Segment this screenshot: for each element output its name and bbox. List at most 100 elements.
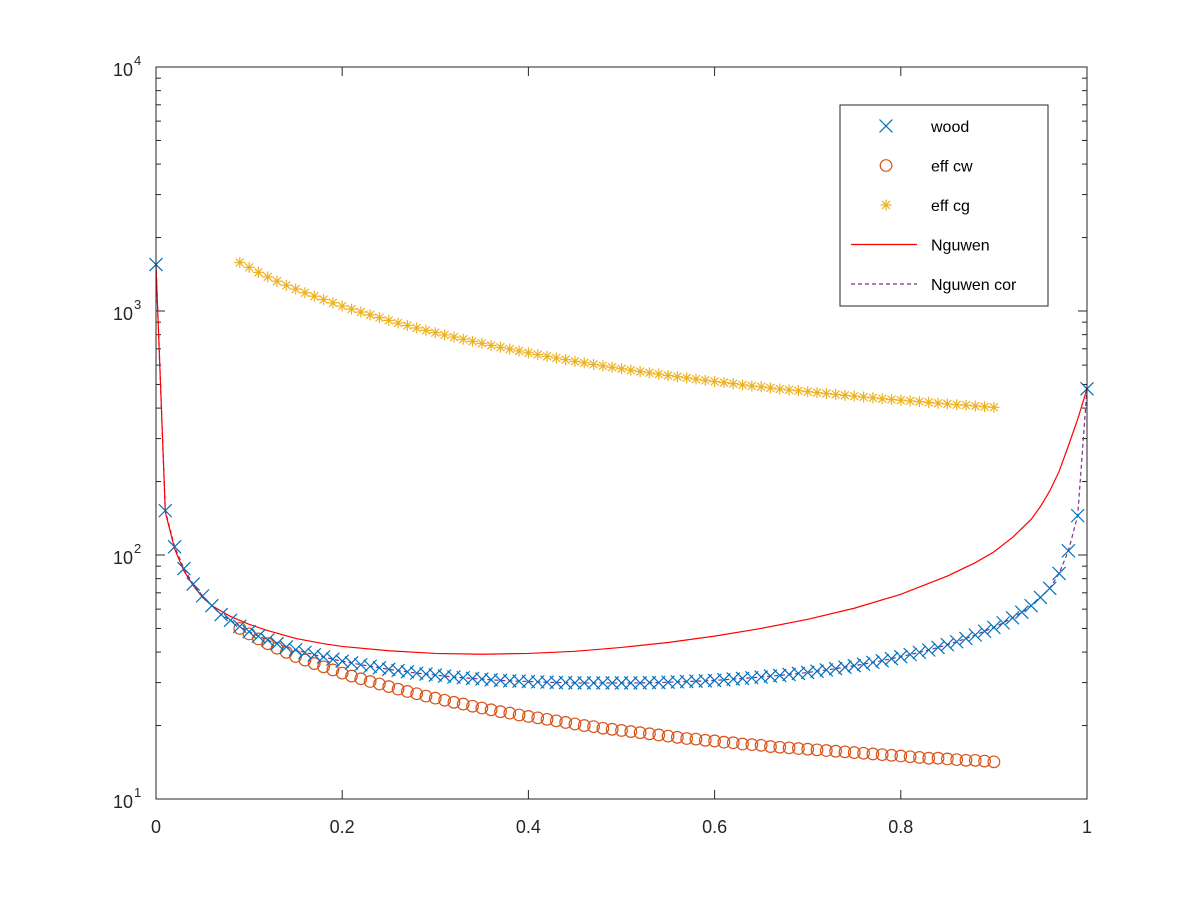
point-eff-cg (783, 384, 795, 396)
legend-item-nguwen-cor: Nguwen cor (851, 277, 1017, 294)
point-eff-cg (262, 271, 274, 283)
point-wood (353, 657, 368, 672)
x-tick-label: 1 (1082, 817, 1092, 837)
point-eff-cw (540, 712, 554, 726)
point-eff-cw (335, 666, 349, 680)
point-eff-cg (597, 360, 609, 372)
point-wood (1024, 598, 1039, 613)
point-wood (893, 649, 908, 664)
point-wood (1061, 543, 1076, 558)
point-eff-cw (810, 743, 824, 757)
point-eff-cg (457, 333, 469, 345)
point-eff-cg (718, 377, 730, 389)
point-wood (242, 624, 257, 639)
point-eff-cg (913, 396, 925, 408)
point-eff-cg (858, 391, 870, 403)
point-eff-cg (699, 374, 711, 386)
point-eff-cw (531, 711, 545, 725)
point-eff-cg (960, 399, 972, 411)
point-eff-cg (616, 363, 627, 375)
point-wood (959, 631, 973, 646)
point-wood (847, 658, 862, 673)
point-wood (279, 640, 294, 654)
legend-item-nguwen: Nguwen (851, 238, 990, 255)
point-eff-cw (913, 751, 926, 764)
point-eff-cg (746, 380, 758, 392)
point-eff-cg (346, 303, 358, 315)
point-wood (949, 634, 964, 649)
point-wood (270, 636, 284, 651)
point-wood (1052, 566, 1066, 581)
point-wood (372, 660, 387, 675)
point-eff-cw (345, 669, 358, 683)
legend-label: Nguwen cor (931, 277, 1017, 294)
point-wood (1070, 508, 1085, 523)
point-eff-cg (764, 382, 776, 394)
point-wood (214, 607, 229, 622)
point-eff-cw (559, 716, 573, 729)
point-eff-cg (867, 392, 879, 404)
point-wood (177, 561, 191, 576)
point-eff-cw (689, 732, 703, 746)
legend: wood eff cw eff cg Nguwen Nguwen cor (839, 104, 1049, 307)
point-eff-cg (662, 370, 674, 382)
y-tick-label-exp: 3 (134, 297, 141, 312)
point-eff-cg (951, 399, 963, 411)
plot-frame (155, 66, 1088, 800)
point-eff-cw (363, 675, 377, 688)
point-eff-cw (307, 657, 321, 670)
point-eff-cw (819, 744, 833, 757)
point-eff-cg (727, 378, 739, 390)
point-eff-cw (512, 708, 526, 722)
series-layer (149, 257, 1094, 769)
point-eff-cg (485, 339, 497, 351)
point-eff-cg (820, 388, 832, 400)
point-eff-cg (439, 329, 451, 341)
point-eff-cw (745, 738, 759, 752)
point-eff-cw (875, 748, 889, 762)
point-wood (344, 656, 359, 670)
point-eff-cg (848, 390, 860, 402)
point-eff-cg (318, 294, 330, 306)
point-eff-cg (271, 275, 283, 287)
point-eff-cw (522, 710, 535, 723)
point-wood (251, 629, 266, 644)
point-eff-cw (438, 693, 452, 707)
legend-item-eff-cg: eff cg (880, 198, 970, 215)
point-eff-cg (792, 385, 804, 397)
point-eff-cg (327, 297, 339, 309)
point-wood (158, 503, 173, 518)
point-eff-cw (382, 680, 396, 693)
legend-label: eff cg (931, 198, 970, 215)
point-wood (325, 652, 340, 667)
point-eff-cw (922, 751, 936, 765)
point-eff-cg (401, 320, 413, 332)
point-eff-cw (903, 750, 917, 764)
legend-label: eff cw (931, 159, 973, 176)
point-eff-cg (504, 343, 516, 355)
point-eff-cg (364, 309, 376, 321)
point-eff-cg (411, 322, 423, 334)
point-eff-cw (624, 725, 638, 738)
point-eff-cw (419, 689, 433, 703)
point-eff-cg (550, 352, 562, 364)
point-wood (307, 647, 322, 662)
point-eff-cg (709, 376, 721, 388)
point-eff-cg (532, 349, 544, 361)
point-eff-cg (383, 314, 395, 326)
point-wood (903, 647, 918, 662)
point-wood (940, 637, 955, 652)
point-eff-cg (392, 317, 404, 329)
point-eff-cw (931, 751, 945, 765)
point-eff-cg (560, 354, 572, 366)
point-eff-cw (475, 701, 489, 715)
x-tick-label: 0.6 (702, 817, 727, 837)
legend-label: Nguwen (931, 238, 990, 255)
point-eff-cw (605, 722, 619, 736)
point-eff-cw (950, 753, 964, 767)
y-tick-label-base: 10 (113, 792, 133, 812)
point-wood (875, 653, 890, 668)
point-eff-cw (373, 677, 386, 691)
point-eff-cw (494, 705, 507, 719)
